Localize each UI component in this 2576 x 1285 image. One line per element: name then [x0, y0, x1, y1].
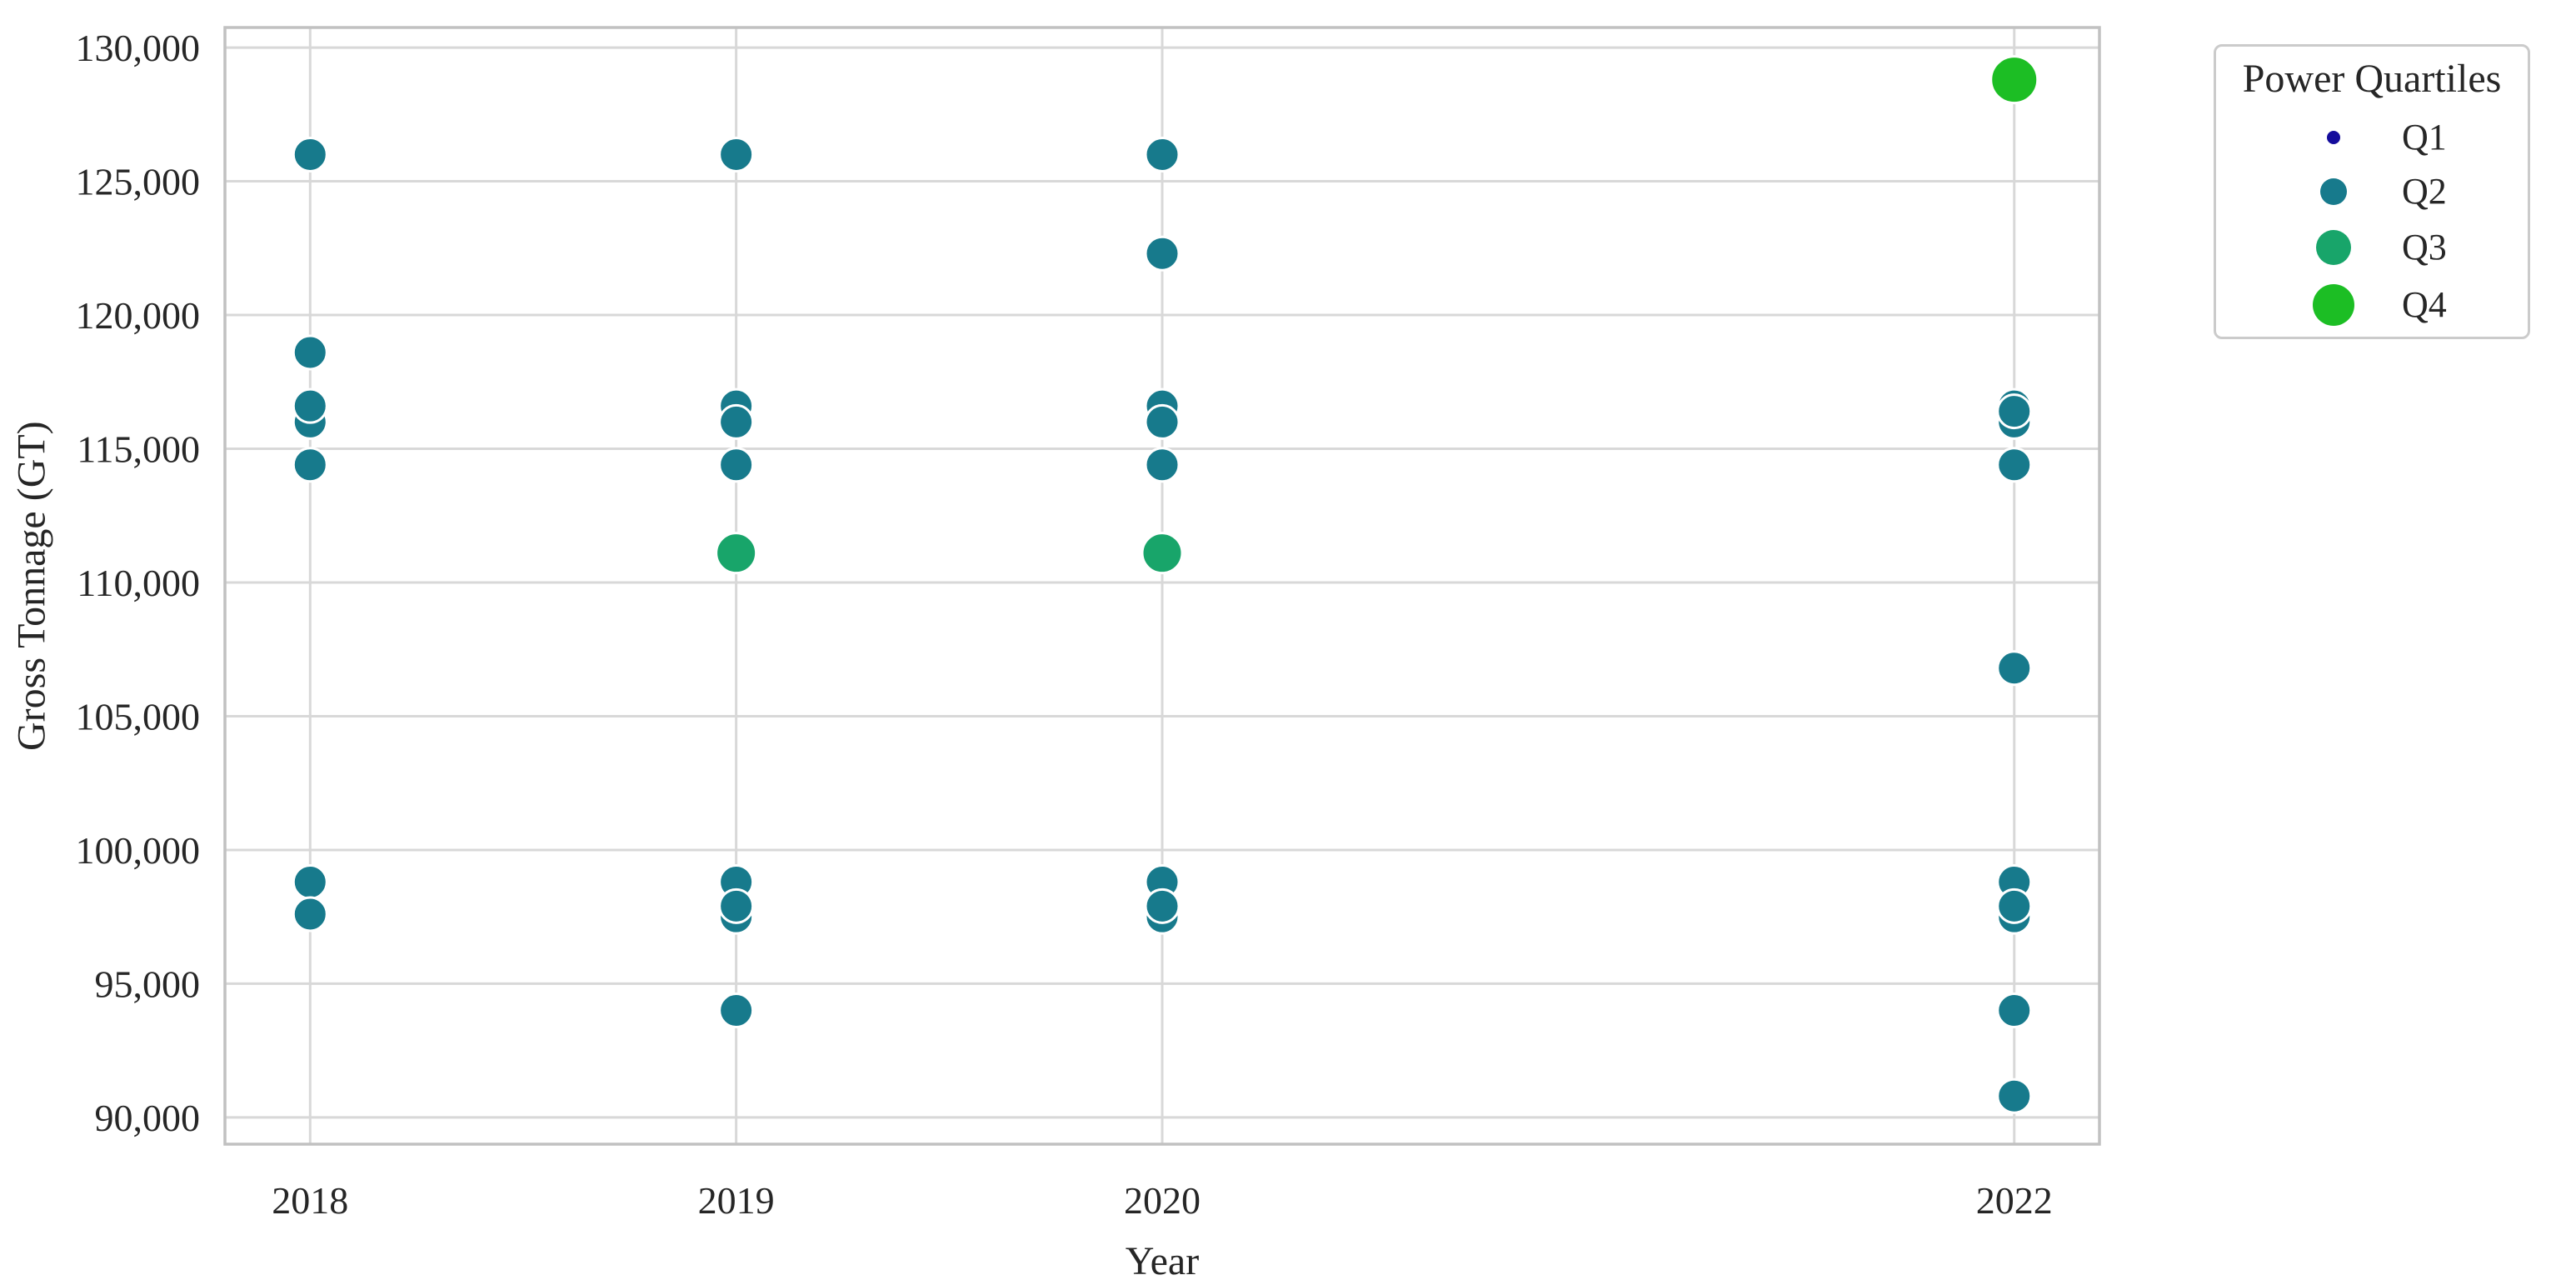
data-point-q2: [292, 447, 328, 483]
legend-item-label: Q2: [2402, 171, 2447, 212]
data-point-q2: [292, 334, 328, 371]
data-point-q2: [1144, 403, 1181, 440]
x-tick-label: 2022: [1976, 1179, 2053, 1222]
data-point-q2: [718, 447, 755, 483]
y-tick-label: 115,000: [77, 428, 200, 471]
data-point-q2: [1996, 888, 2033, 924]
data-point-q2: [1996, 650, 2033, 687]
data-point-q2: [1996, 393, 2033, 430]
data-point-q3: [1141, 532, 1184, 575]
data-point-q2: [292, 136, 328, 172]
data-point-q2: [292, 863, 328, 900]
plot-border: [223, 26, 2101, 1146]
y-tick-label: 100,000: [76, 829, 201, 872]
y-tick-label: 90,000: [95, 1097, 201, 1139]
data-point-q2: [718, 136, 755, 172]
data-point-q2: [1996, 447, 2033, 483]
x-tick-label: 2020: [1124, 1179, 1201, 1222]
legend-marker-icon: [2320, 178, 2347, 205]
data-point-q2: [718, 992, 755, 1029]
data-point-q2: [1996, 1078, 2033, 1114]
x-axis-title: Year: [1125, 1239, 1200, 1283]
y-tick-label: 125,000: [76, 161, 201, 203]
y-tick-label: 110,000: [77, 562, 200, 604]
y-tick-label: 130,000: [76, 27, 201, 69]
data-point-q4: [1989, 55, 2039, 105]
data-point-q2: [292, 896, 328, 932]
x-tick-label: 2018: [272, 1179, 348, 1222]
data-point-q2: [718, 403, 755, 440]
data-point-q2: [292, 388, 328, 424]
legend-marker-icon: [2327, 131, 2340, 144]
y-tick-label: 105,000: [76, 695, 201, 738]
legend: Power Quartiles Q1 Q2 Q3 Q4: [2214, 44, 2530, 339]
data-point-q2: [1144, 447, 1181, 483]
legend-marker-icon: [2316, 230, 2351, 265]
legend-item-label: Q3: [2402, 227, 2447, 268]
legend-item-label: Q4: [2402, 284, 2447, 325]
data-point-q2: [1144, 888, 1181, 924]
legend-title: Power Quartiles: [2242, 57, 2502, 101]
legend-marker-icon: [2313, 284, 2354, 326]
data-point-q3: [715, 532, 758, 575]
data-point-q2: [718, 888, 755, 924]
y-tick-label: 120,000: [76, 294, 201, 337]
data-point-q2: [1144, 136, 1181, 172]
x-tick-label: 2019: [698, 1179, 775, 1222]
y-tick-label: 95,000: [95, 962, 201, 1005]
legend-item-label: Q1: [2402, 117, 2447, 158]
y-axis-title: Gross Tonnage (GT): [9, 421, 54, 751]
data-point-q2: [1996, 992, 2033, 1029]
data-point-q2: [1144, 235, 1181, 272]
